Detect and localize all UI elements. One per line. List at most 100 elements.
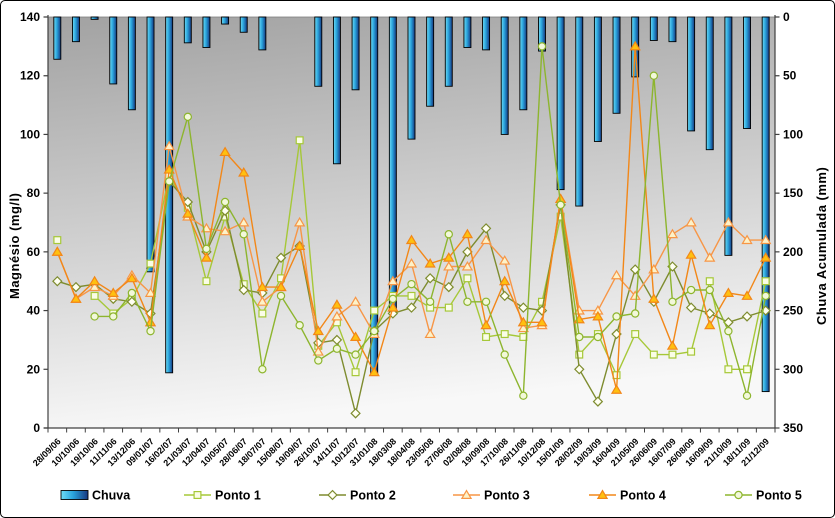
data-point-marker bbox=[686, 285, 696, 295]
data-point-marker bbox=[407, 291, 416, 300]
rain-bar bbox=[53, 16, 62, 60]
data-point-marker bbox=[500, 330, 509, 339]
data-point-marker bbox=[575, 332, 584, 342]
data-point-marker bbox=[200, 252, 213, 262]
data-point-marker bbox=[238, 216, 250, 227]
data-point-marker bbox=[631, 330, 640, 339]
data-point-marker bbox=[126, 272, 138, 283]
data-point-marker bbox=[629, 40, 641, 51]
data-point-marker bbox=[722, 216, 735, 227]
rain-bar bbox=[743, 16, 751, 130]
data-point-marker bbox=[276, 291, 286, 301]
rain-bar bbox=[127, 16, 136, 111]
data-point-marker bbox=[517, 322, 529, 333]
data-point-marker bbox=[90, 291, 99, 300]
data-point-marker bbox=[629, 290, 641, 300]
legend-label: Ponto 4 bbox=[620, 489, 666, 503]
rain-bar bbox=[407, 16, 416, 140]
data-point-marker bbox=[312, 346, 324, 356]
data-point-marker bbox=[461, 260, 474, 271]
legend-swatch-chuva bbox=[60, 490, 89, 500]
data-point-marker bbox=[724, 326, 733, 336]
chuva-bars bbox=[53, 16, 770, 393]
legend-item-chuva: Chuva bbox=[60, 489, 131, 503]
data-point-marker bbox=[331, 310, 343, 321]
rain-bar bbox=[500, 16, 509, 135]
data-point-marker bbox=[256, 296, 269, 306]
data-point-marker bbox=[295, 136, 304, 145]
legend-item-ponto-5: Ponto 5 bbox=[725, 489, 802, 503]
legend-item-ponto-2: Ponto 2 bbox=[319, 489, 396, 503]
data-point-marker bbox=[351, 350, 360, 359]
data-point-marker bbox=[741, 234, 753, 245]
data-point-marker bbox=[182, 208, 194, 218]
left-axis-title: Magnésio (mg/l) bbox=[7, 192, 22, 300]
data-point-marker bbox=[685, 302, 697, 313]
data-point-marker bbox=[722, 287, 735, 297]
data-point-marker bbox=[109, 312, 118, 321]
right-axis-tick-label: 0 bbox=[783, 10, 790, 24]
rain-bar bbox=[388, 16, 397, 315]
line-ponto-4 bbox=[51, 40, 772, 394]
data-point-marker bbox=[741, 290, 753, 300]
data-point-marker bbox=[500, 350, 509, 359]
data-point-marker bbox=[612, 312, 621, 321]
data-point-marker bbox=[331, 299, 343, 309]
data-point-marker bbox=[480, 319, 492, 330]
data-point-marker bbox=[596, 489, 609, 499]
right-axis-title: Chuva Acumulada (mm) bbox=[814, 166, 829, 326]
rain-bar bbox=[332, 16, 341, 165]
data-point-marker bbox=[219, 225, 231, 236]
left-axis-tick-label: 20 bbox=[27, 362, 41, 376]
rain-bar bbox=[463, 16, 472, 48]
data-point-marker bbox=[499, 255, 511, 265]
data-point-marker bbox=[351, 368, 360, 377]
data-point-marker bbox=[463, 274, 472, 283]
data-point-marker bbox=[202, 244, 211, 254]
data-point-marker bbox=[405, 234, 418, 245]
data-point-marker bbox=[183, 112, 193, 122]
data-point-marker bbox=[275, 281, 287, 292]
right-axis-tick-label: 300 bbox=[783, 362, 803, 376]
data-point-marker bbox=[668, 350, 677, 359]
rain-bar bbox=[351, 16, 360, 91]
data-point-marker bbox=[461, 228, 474, 239]
data-point-marker bbox=[575, 350, 584, 359]
left-axis-tick-label: 80 bbox=[27, 186, 41, 200]
data-point-marker bbox=[724, 365, 733, 374]
rain-bar bbox=[146, 16, 155, 273]
data-point-marker bbox=[407, 279, 416, 289]
data-point-marker bbox=[593, 332, 603, 342]
data-point-marker bbox=[443, 260, 455, 271]
data-point-marker bbox=[424, 258, 436, 268]
data-point-marker bbox=[163, 140, 175, 151]
data-point-marker bbox=[349, 296, 362, 306]
data-point-marker bbox=[687, 347, 696, 356]
data-point-marker bbox=[327, 489, 338, 501]
left-axis-tick-label: 140 bbox=[20, 10, 40, 24]
data-point-marker bbox=[517, 316, 529, 327]
data-point-marker bbox=[734, 490, 743, 500]
data-point-marker bbox=[649, 71, 659, 80]
data-point-marker bbox=[146, 326, 155, 336]
rain-bar bbox=[202, 16, 211, 48]
data-point-marker bbox=[518, 302, 529, 313]
data-point-marker bbox=[743, 365, 752, 374]
rain-bar bbox=[90, 16, 99, 20]
data-point-marker bbox=[256, 281, 269, 292]
data-point-marker bbox=[146, 259, 155, 268]
data-point-marker bbox=[666, 340, 679, 350]
rain-bar bbox=[221, 16, 230, 25]
data-point-marker bbox=[258, 309, 267, 318]
data-point-marker bbox=[499, 275, 511, 286]
rain-bar bbox=[761, 16, 770, 393]
rain-bar bbox=[258, 16, 267, 51]
data-point-marker bbox=[239, 230, 248, 239]
data-point-marker bbox=[443, 252, 455, 262]
data-point-marker bbox=[88, 275, 101, 286]
data-point-marker bbox=[88, 281, 101, 292]
data-point-marker bbox=[592, 310, 604, 321]
data-point-marker bbox=[482, 332, 491, 341]
data-point-marker bbox=[312, 325, 324, 336]
